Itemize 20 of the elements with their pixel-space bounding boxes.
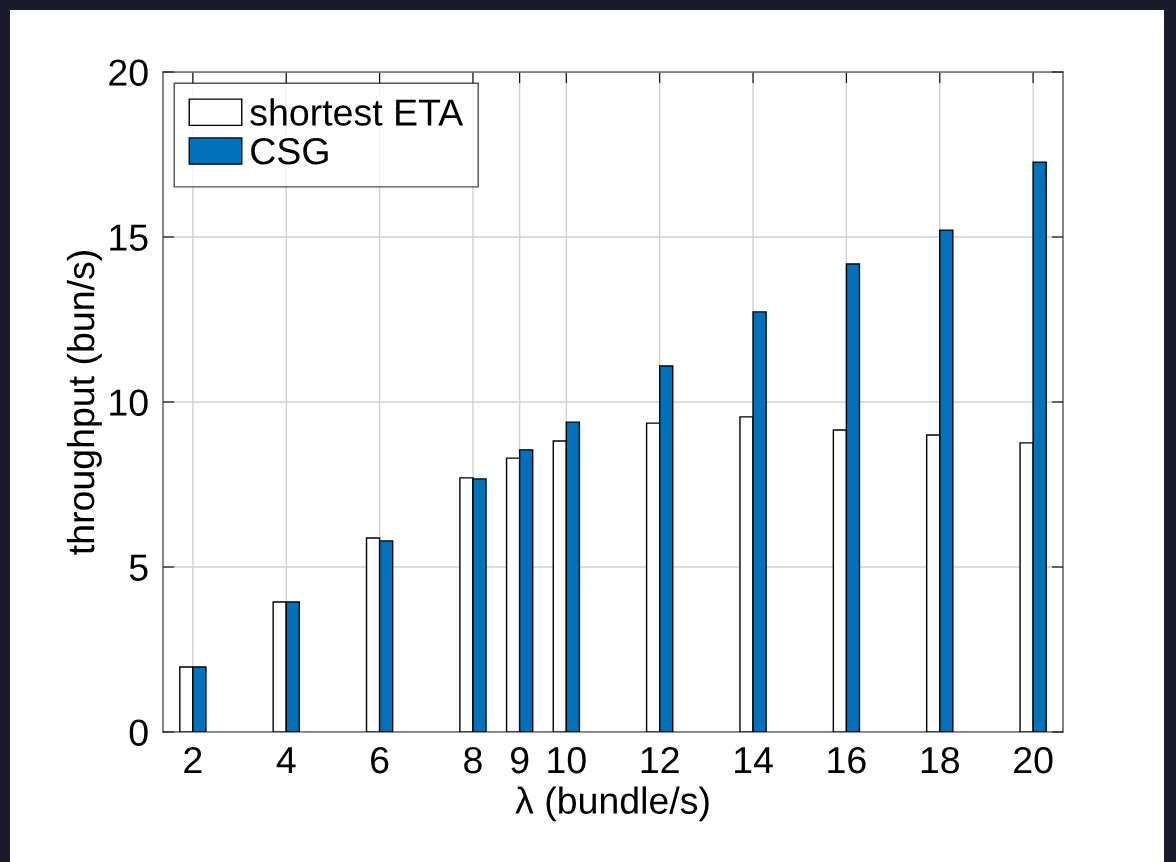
- x-tick-label: 2: [184, 746, 202, 774]
- x-tick-label: 10: [548, 746, 586, 774]
- y-tick-label: 5: [129, 554, 148, 581]
- x-tick-label: 16: [828, 746, 866, 774]
- x-tick-label: 12: [641, 746, 679, 774]
- x-tick-label: 20: [1014, 746, 1053, 774]
- x-axis-title: λ (bundle/s): [515, 786, 709, 822]
- y-tick-label: 0: [129, 719, 148, 746]
- y-tick-label: 15: [110, 224, 148, 251]
- legend-label: shortest ETA: [250, 98, 464, 126]
- x-tick-label: 6: [371, 746, 389, 774]
- x-tick-label: 8: [464, 746, 482, 774]
- x-tick-label: 9: [510, 746, 529, 774]
- y-tick-label: 20: [109, 59, 148, 86]
- x-tick-label: 18: [921, 746, 959, 774]
- legend-label: CSG: [251, 137, 328, 165]
- y-axis-title: throughput (bun/s): [66, 251, 102, 555]
- y-tick-label: 10: [110, 389, 148, 416]
- x-tick-label: 4: [276, 747, 296, 774]
- x-tick-label: 14: [735, 747, 773, 774]
